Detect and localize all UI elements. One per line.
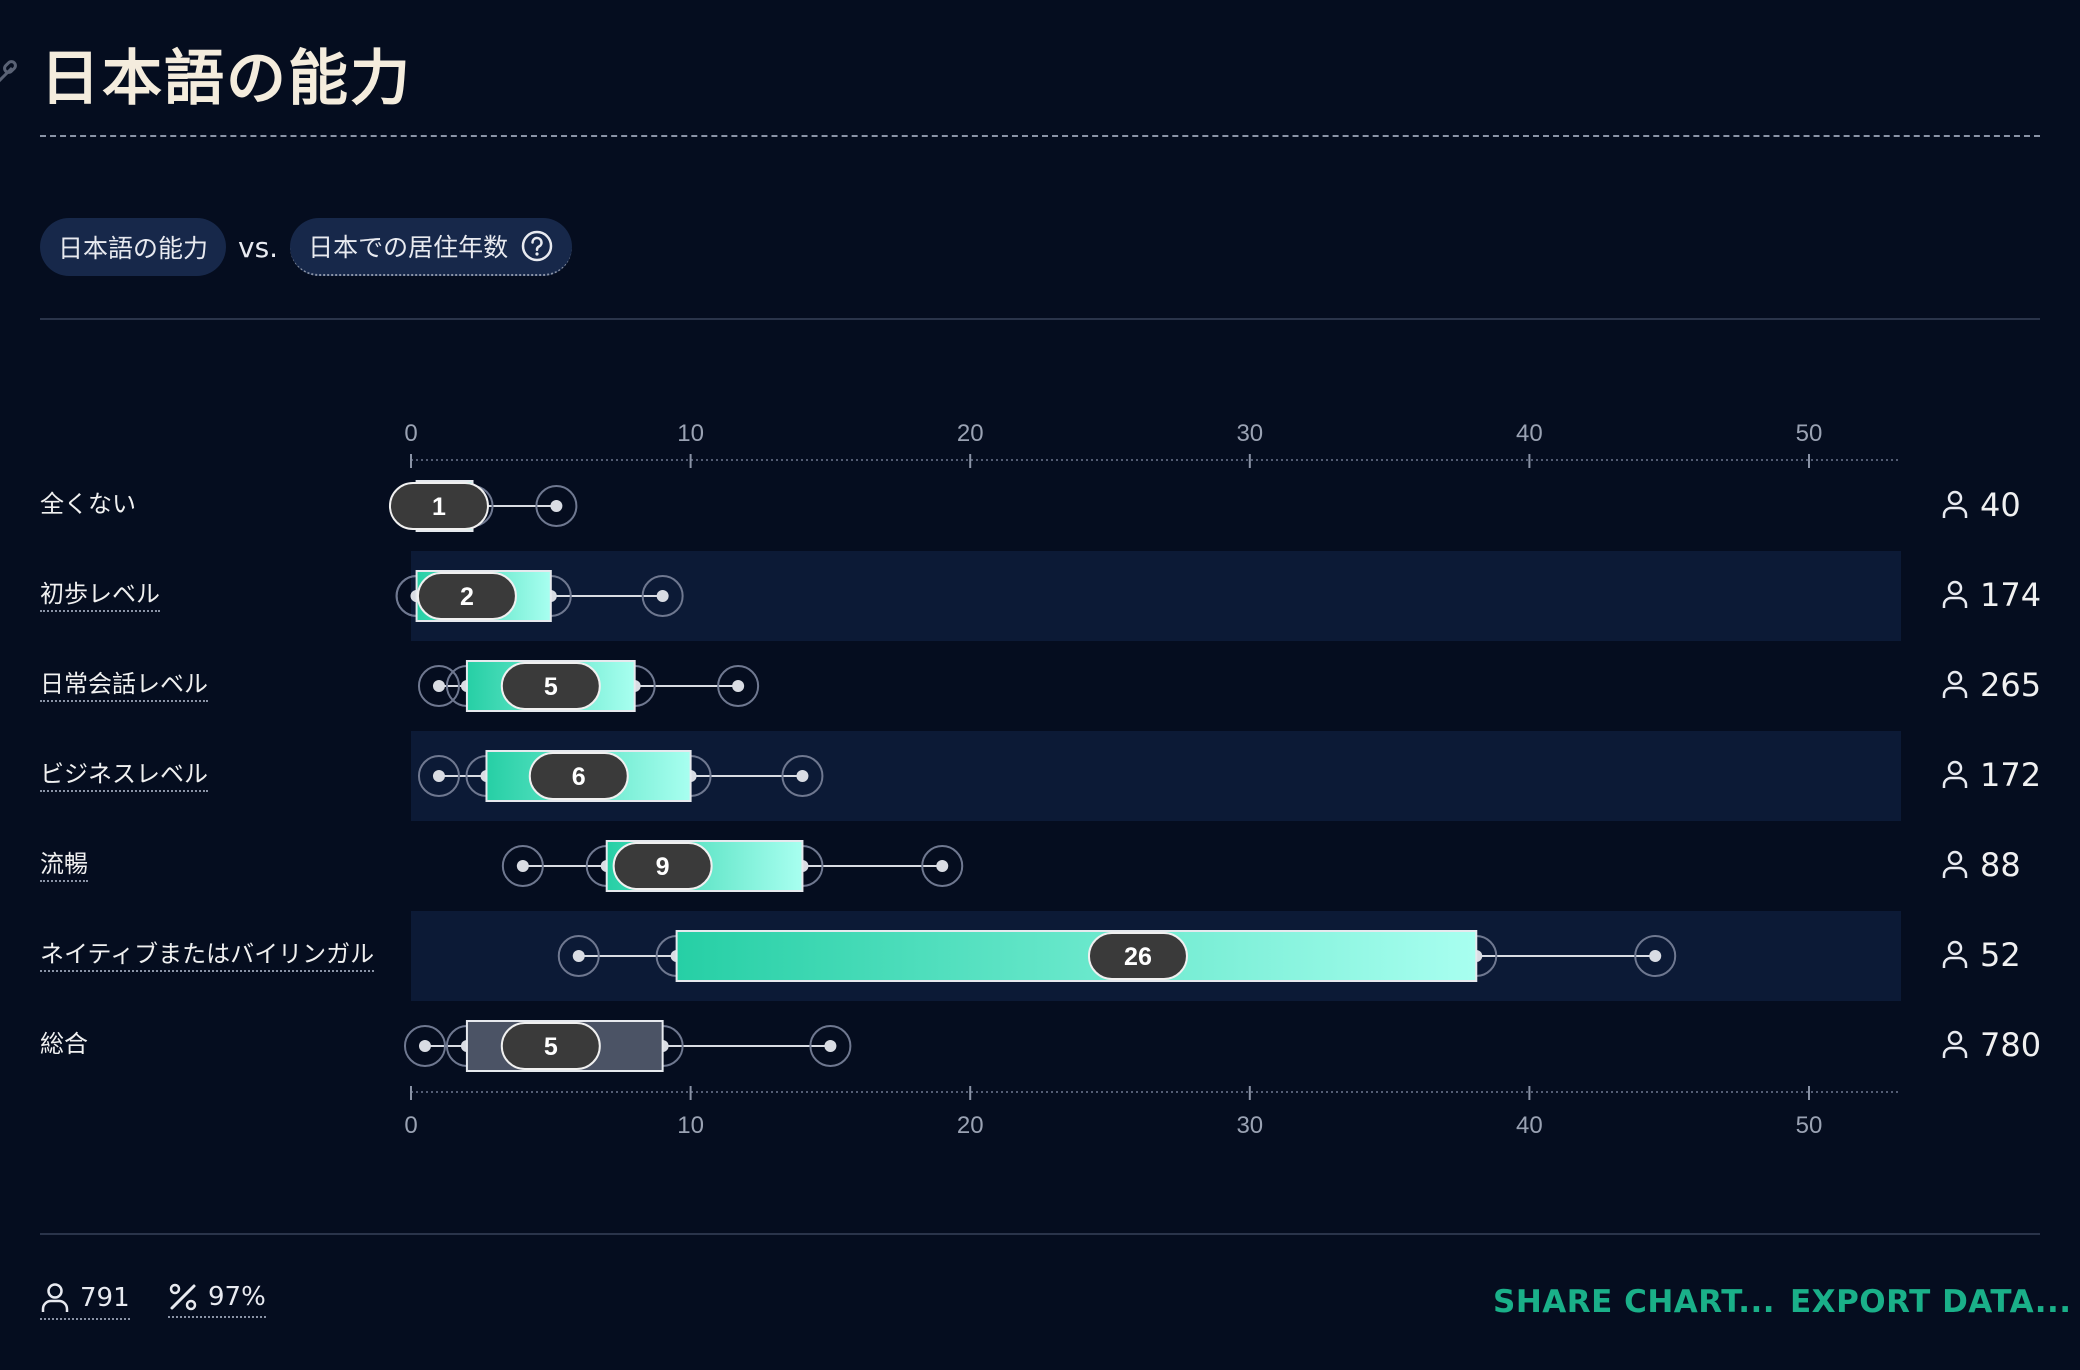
whisker-point [656,590,669,602]
boxplot-chart: 0 10 20 30 40 50 0 10 20 30 40 50 1 2 5 6 9 26 5 [388,420,1901,1139]
primary-variable-pill[interactable]: 日本語の能力 [40,218,227,276]
row-count: 40 [1942,486,2021,524]
median-pill [500,1022,601,1070]
median-pill [416,572,517,620]
row-count: 88 [1942,846,2021,884]
median-label: 6 [572,763,586,791]
help-icon[interactable] [520,229,554,263]
whisker-point-ring [717,665,760,707]
secondary-variable-label: 日本での居住年数 [308,233,509,262]
whisker-point [796,770,809,782]
percent-stat[interactable]: 97% [168,1282,266,1318]
row-count: 265 [1942,666,2041,704]
person-icon [1942,670,1968,700]
section-divider [40,318,2040,320]
x-tick-label: 10 [677,1112,704,1139]
whisker-point [516,860,529,872]
person-icon [1942,1030,1968,1060]
whisker-point [936,860,949,872]
x-tick-label: 0 [404,420,417,447]
row-label: 総合 [40,1030,88,1058]
row-label[interactable]: 流暢 [40,848,88,882]
median-pill [1087,932,1188,980]
median-pill [500,662,601,710]
median-pill [528,752,629,800]
whisker-point-ring [403,1025,446,1067]
respondents-value: 791 [80,1283,130,1313]
whisker-point [432,680,445,692]
median-pill [612,842,713,890]
footer-divider [40,1233,2040,1235]
whisker-point-ring [781,755,824,797]
row-count-value: 780 [1980,1026,2042,1064]
share-chart-button[interactable]: SHARE CHART... [1493,1284,1776,1320]
whisker-point [732,680,745,692]
median-label: 26 [1124,943,1152,971]
median-label: 2 [460,583,474,611]
title-divider [40,135,2040,137]
median-pill [388,482,489,530]
whisker-point [432,770,445,782]
whisker-point [572,950,585,962]
median-label: 9 [656,853,670,881]
row-label[interactable]: ネイティブまたはバイリンガル [40,938,375,972]
x-tick-label: 50 [1796,1112,1823,1139]
median-label: 1 [432,493,446,521]
whisker-point-ring [921,845,964,887]
whisker-point-ring [641,575,684,617]
row-label[interactable]: 初歩レベル [40,578,160,612]
person-icon [1942,940,1968,970]
row-count-value: 52 [1980,936,2021,974]
x-tick-label: 0 [404,1112,417,1139]
row-count: 172 [1942,756,2041,794]
row-count-value: 172 [1980,756,2042,794]
row-label[interactable]: ビジネスレベル [40,758,208,792]
respondents-stat[interactable]: 791 [40,1282,130,1320]
row-count: 52 [1942,936,2021,974]
person-icon [1942,760,1968,790]
percent-icon [169,1283,197,1311]
whisker-point-ring [1634,935,1677,977]
x-tick-label: 20 [957,420,984,447]
row-count-value: 265 [1980,666,2042,704]
x-tick-label: 10 [677,420,704,447]
secondary-variable-pill[interactable]: 日本での居住年数 [290,218,573,276]
whisker-point-ring [417,665,460,707]
person-icon [1942,850,1968,880]
link-icon[interactable] [0,60,18,94]
x-tick-label: 50 [1796,420,1823,447]
iqr-box [675,930,1478,982]
x-tick-label: 20 [957,1112,984,1139]
whisker-point [418,1040,431,1052]
whisker-point [824,1040,837,1052]
row-count-value: 40 [1980,486,2021,524]
whisker-point-ring [557,935,600,977]
person-icon [41,1283,69,1312]
row-count: 174 [1942,576,2041,614]
whisker-point-ring [501,845,544,887]
row-label[interactable]: 日常会話レベル [40,668,208,702]
whisker-point-ring [417,755,460,797]
x-tick-label: 40 [1516,420,1543,447]
whisker-point [1649,950,1662,962]
x-tick-label: 30 [1236,420,1263,447]
page-title: 日本語の能力 [40,44,412,114]
x-tick-label: 40 [1516,1112,1543,1139]
whisker-point [550,500,563,512]
row-label: 全くない [40,490,136,518]
person-icon [1942,490,1968,520]
median-label: 5 [544,673,558,701]
percent-value: 97% [208,1282,266,1312]
x-tick-label: 30 [1236,1112,1263,1139]
row-count-value: 88 [1980,846,2021,884]
whisker-point-ring [535,485,578,527]
row-count-value: 174 [1980,576,2042,614]
whisker-point-ring [809,1025,852,1067]
variable-selector: 日本語の能力 vs. 日本での居住年数 [40,218,573,276]
export-data-button[interactable]: EXPORT DATA... [1790,1284,2072,1320]
vs-label: vs. [238,230,279,264]
person-icon [1942,580,1968,610]
row-count: 780 [1942,1026,2041,1064]
median-label: 5 [544,1033,558,1061]
